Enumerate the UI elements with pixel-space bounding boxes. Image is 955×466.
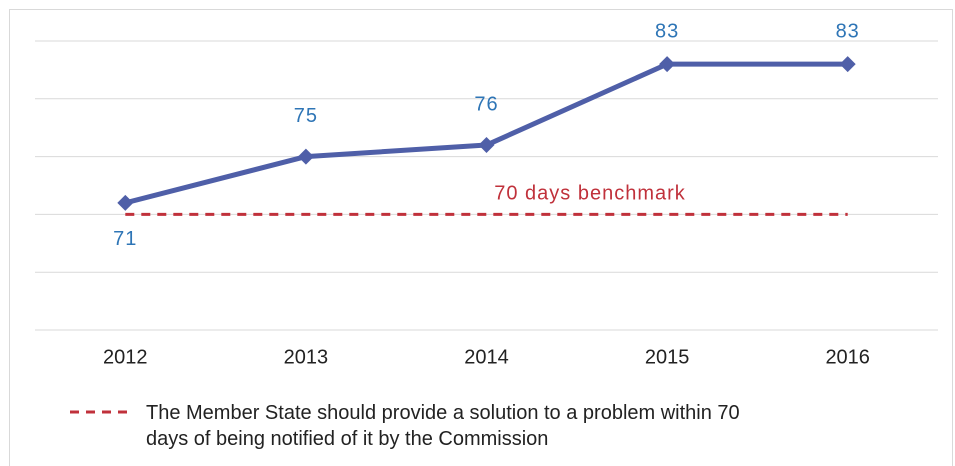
data-label: 71 — [113, 228, 137, 250]
data-marker — [659, 56, 676, 73]
data-label: 83 — [655, 20, 679, 42]
x-tick-label: 2015 — [645, 346, 690, 368]
data-label: 83 — [836, 20, 860, 42]
x-tick-label: 2013 — [284, 346, 329, 368]
data-line — [124, 61, 848, 206]
legend-label: The Member State should provide a soluti… — [146, 402, 740, 450]
data-marker — [297, 148, 314, 165]
data-marker — [478, 137, 495, 154]
frame — [9, 9, 953, 466]
data-marker — [117, 194, 134, 211]
x-tick-label: 2014 — [464, 346, 509, 368]
data-marker — [839, 56, 856, 73]
annotation: 70 days benchmark — [494, 182, 686, 204]
data-label: 76 — [474, 93, 498, 115]
x-tick-label: 2016 — [825, 346, 870, 368]
x-tick-label: 2012 — [103, 346, 148, 368]
data-label: 75 — [294, 105, 318, 127]
